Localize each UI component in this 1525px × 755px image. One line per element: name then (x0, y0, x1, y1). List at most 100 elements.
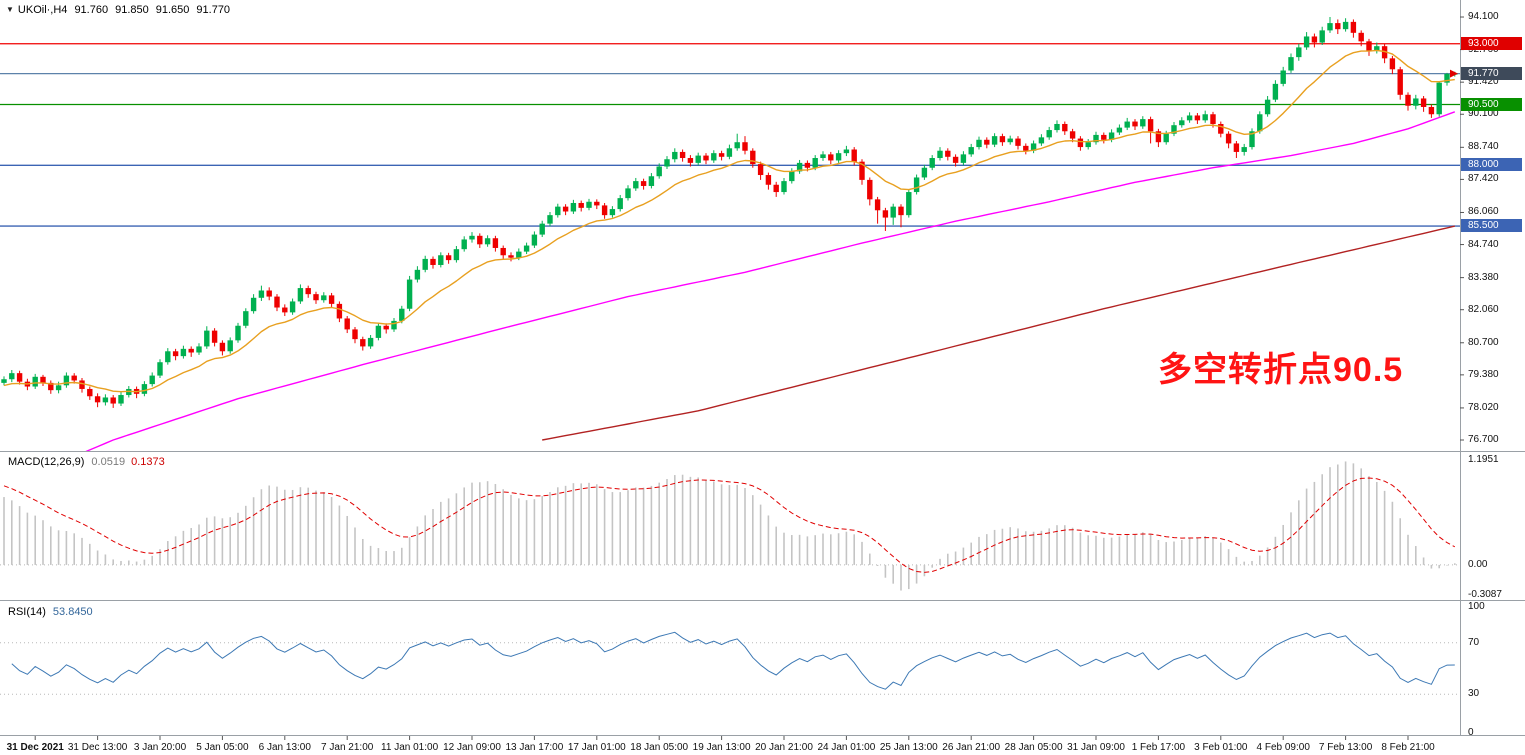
candle-body (547, 215, 553, 224)
candle-body (1, 379, 7, 383)
candle-body (282, 307, 288, 313)
candle-body (1101, 134, 1107, 140)
macd-panel[interactable] (0, 461, 1460, 591)
candle-body (1116, 127, 1123, 133)
candle-body (1186, 115, 1193, 121)
candle-body (687, 158, 694, 163)
candle-body (1163, 133, 1169, 143)
candle-body (399, 308, 405, 321)
candle-body (1179, 120, 1185, 126)
candle-body (906, 192, 912, 216)
candle-body (461, 239, 467, 250)
candle-body (258, 290, 265, 298)
candle-body (289, 301, 296, 313)
candle-body (1171, 125, 1177, 134)
candle-body (1342, 21, 1349, 30)
candle-body (1194, 115, 1201, 121)
candle-body (352, 329, 358, 340)
last-price-arrow-icon (1450, 69, 1458, 78)
candle-body (1249, 131, 1255, 148)
candle-body (742, 142, 748, 151)
candle-body (383, 325, 389, 330)
candle-body (1077, 138, 1084, 148)
candle-body (211, 330, 218, 343)
main-chart-panel[interactable] (0, 17, 1460, 486)
candle-body (594, 201, 600, 206)
candle-body (523, 245, 530, 252)
candle-body (243, 311, 249, 326)
candle-body (984, 139, 990, 145)
candle-body (1147, 119, 1154, 132)
candle-body (1374, 46, 1380, 52)
rsi-panel[interactable] (0, 631, 1460, 695)
candle-body (578, 202, 584, 208)
candle-body (1272, 83, 1279, 100)
candle-body (703, 155, 709, 161)
candle-body (1311, 36, 1318, 43)
candle-body (672, 151, 678, 160)
candle-body (562, 206, 569, 212)
candle-body (1023, 145, 1029, 151)
candle-body (1420, 98, 1427, 107)
candle-body (55, 385, 62, 391)
candle-body (851, 149, 857, 162)
candles (1, 17, 1458, 408)
candle-body (804, 162, 811, 168)
candle-body (633, 181, 639, 189)
candle-body (1140, 119, 1146, 127)
candle-body (1030, 143, 1037, 151)
candle-body (726, 148, 733, 157)
candle-body (586, 201, 592, 208)
candle-body (828, 154, 834, 161)
candle-body (1444, 73, 1450, 83)
candle-body (921, 167, 928, 178)
candle-body (118, 395, 124, 404)
candle-body (609, 209, 616, 216)
candle-body (555, 206, 561, 216)
candle-body (929, 158, 935, 168)
candle-body (1405, 94, 1411, 106)
candle-body (235, 325, 241, 341)
ma-line-fast (3, 49, 1455, 393)
candle-body (1366, 41, 1372, 52)
candle-body (991, 136, 998, 145)
candle-body (1436, 82, 1442, 115)
candle-body (1264, 99, 1271, 115)
candle-body (149, 375, 155, 385)
candle-body (16, 373, 23, 382)
candle-body (219, 342, 226, 352)
candle-body (601, 205, 608, 216)
candle-body (110, 397, 116, 404)
candle-body (695, 155, 701, 163)
candle-body (1108, 132, 1115, 140)
candle-body (1381, 46, 1388, 59)
candle-body (1124, 121, 1130, 128)
candle-body (820, 154, 826, 159)
candle-body (1397, 69, 1403, 95)
candle-body (1288, 57, 1294, 71)
candle-body (1327, 23, 1333, 31)
macd-signal-line (3, 477, 1456, 573)
candle-body (172, 351, 179, 357)
candle-body (664, 159, 670, 167)
candle-body (789, 171, 795, 182)
candle-body (874, 199, 881, 211)
candle-body (1046, 130, 1052, 138)
candle-body (336, 303, 343, 319)
candle-body (679, 151, 686, 159)
candle-body (640, 181, 647, 186)
candle-body (976, 139, 982, 148)
candle-body (890, 206, 896, 218)
candle-body (48, 382, 54, 391)
candle-body (812, 158, 818, 168)
candle-body (87, 388, 93, 397)
candle-body (204, 330, 210, 347)
candle-body (750, 150, 756, 165)
candle-body (1155, 131, 1162, 143)
candle-body (835, 153, 842, 161)
candle-body (1007, 138, 1013, 143)
candle-body (484, 238, 491, 245)
candle-body (188, 348, 194, 353)
candle-body (469, 235, 475, 240)
